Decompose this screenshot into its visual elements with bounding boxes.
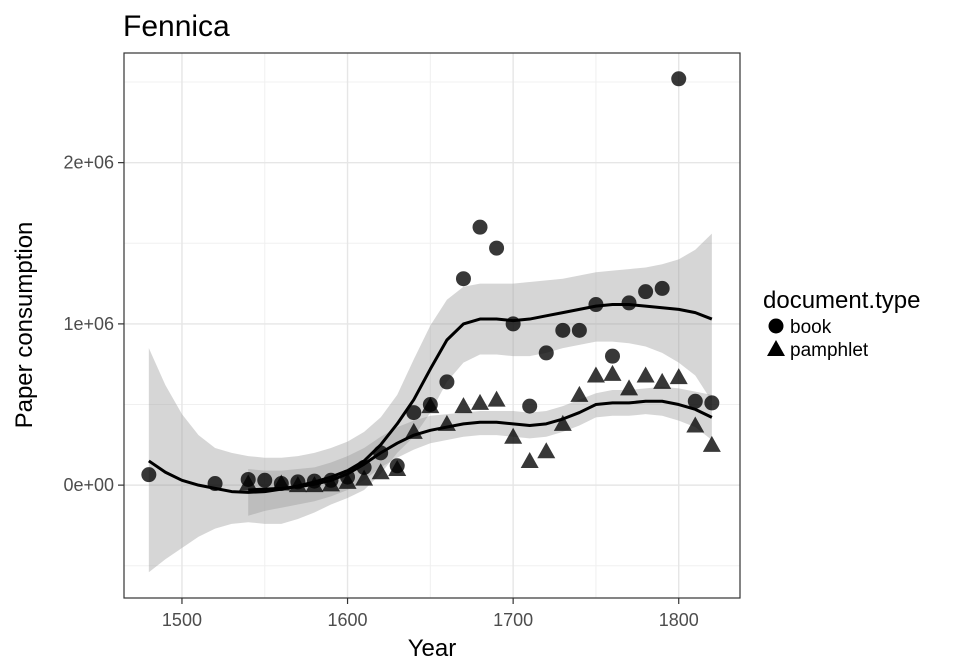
x-tick-label: 1500 bbox=[162, 610, 202, 630]
legend-label-pamphlet: pamphlet bbox=[790, 340, 869, 361]
point-book bbox=[555, 322, 571, 338]
point-pamphlet bbox=[487, 390, 506, 407]
point-pamphlet bbox=[586, 366, 605, 383]
smooth-line-book bbox=[147, 303, 713, 494]
point-pamphlet bbox=[686, 416, 705, 433]
point-book bbox=[571, 322, 587, 338]
panel-background bbox=[124, 53, 740, 598]
point-pamphlet bbox=[404, 422, 423, 439]
point-pamphlet bbox=[636, 366, 655, 383]
point-pamphlet bbox=[338, 472, 357, 489]
point-pamphlet bbox=[421, 397, 440, 414]
point-pamphlet bbox=[321, 475, 340, 492]
y-tick-label: 2e+06 bbox=[63, 153, 114, 173]
x-tick-label: 1800 bbox=[659, 610, 699, 630]
x-tick-label: 1700 bbox=[493, 610, 533, 630]
point-pamphlet bbox=[288, 476, 307, 493]
point-book bbox=[522, 398, 538, 414]
point-book bbox=[687, 393, 703, 409]
point-pamphlet bbox=[669, 368, 688, 385]
point-book bbox=[489, 240, 505, 256]
point-book bbox=[654, 280, 670, 296]
confidence-band-pamphlet bbox=[248, 386, 712, 516]
point-book bbox=[356, 459, 372, 475]
point-pamphlet bbox=[371, 463, 390, 480]
point-pamphlet bbox=[653, 372, 672, 389]
x-axis-title: Year bbox=[408, 635, 457, 662]
point-pamphlet bbox=[388, 460, 407, 477]
point-pamphlet bbox=[603, 364, 622, 381]
point-book bbox=[257, 472, 273, 488]
point-book bbox=[455, 271, 471, 287]
point-book bbox=[638, 284, 654, 300]
point-pamphlet bbox=[471, 393, 490, 410]
point-pamphlet bbox=[355, 469, 374, 486]
legend-title: document.type bbox=[763, 287, 920, 314]
data-points bbox=[141, 71, 721, 493]
panel-border bbox=[123, 52, 741, 599]
point-pamphlet bbox=[239, 474, 258, 491]
point-pamphlet bbox=[272, 474, 291, 491]
point-pamphlet bbox=[553, 414, 572, 431]
legend-key-pamphlet bbox=[767, 340, 785, 356]
point-book bbox=[439, 374, 455, 390]
point-pamphlet bbox=[454, 397, 473, 414]
legend: document.type book pamphlet bbox=[763, 287, 920, 361]
point-book bbox=[472, 219, 488, 235]
point-book bbox=[373, 445, 389, 461]
point-book bbox=[406, 405, 422, 421]
legend-label-book: book bbox=[790, 317, 832, 338]
y-tick-label: 1e+06 bbox=[63, 314, 114, 334]
point-book bbox=[588, 297, 604, 313]
point-book bbox=[671, 71, 687, 87]
point-book bbox=[207, 476, 223, 492]
point-book bbox=[505, 316, 521, 332]
plot-panel bbox=[123, 52, 741, 599]
y-axis-title: Paper consumption bbox=[11, 222, 38, 429]
y-axis: 0e+00 1e+06 2e+06 bbox=[63, 153, 124, 495]
point-pamphlet bbox=[537, 442, 556, 459]
point-book bbox=[704, 395, 720, 411]
point-book bbox=[538, 345, 554, 361]
point-book bbox=[621, 295, 637, 311]
x-tick-label: 1600 bbox=[328, 610, 368, 630]
point-pamphlet bbox=[702, 435, 721, 452]
point-book bbox=[604, 348, 620, 364]
point-pamphlet bbox=[570, 385, 589, 402]
point-pamphlet bbox=[504, 427, 523, 444]
point-pamphlet bbox=[305, 476, 324, 493]
point-pamphlet bbox=[520, 451, 539, 468]
y-tick-label: 0e+00 bbox=[63, 475, 114, 495]
legend-key-book bbox=[768, 318, 784, 334]
chart-title: Fennica bbox=[123, 10, 230, 43]
x-axis: 1500 1600 1700 1800 bbox=[162, 598, 699, 630]
point-book bbox=[141, 467, 157, 483]
point-pamphlet bbox=[620, 379, 639, 396]
point-pamphlet bbox=[437, 414, 456, 431]
